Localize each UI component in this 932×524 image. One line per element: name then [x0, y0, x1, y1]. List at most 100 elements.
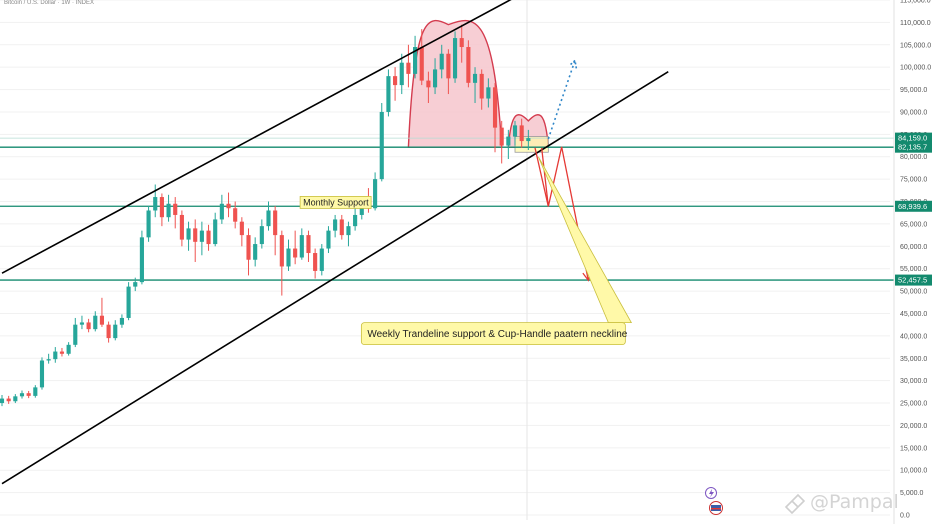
lower-channel[interactable]: [1, 70, 669, 485]
candle-body: [86, 322, 91, 330]
candle-body: [99, 315, 105, 325]
candle-body: [119, 317, 124, 325]
candle-body: [13, 396, 18, 402]
monthly-support-label: Monthly Support: [303, 197, 369, 207]
candle-body: [446, 53, 451, 79]
bearish-projection-path[interactable]: [541, 146, 589, 281]
candle-body: [439, 53, 444, 70]
candle-body: [39, 360, 45, 388]
candle-body: [26, 393, 31, 396]
monthly-support-box[interactable]: [299, 196, 372, 209]
channel-lines: [1, 0, 669, 485]
candle-body: [253, 244, 258, 260]
candle-body: [393, 76, 398, 86]
candle-body: [266, 210, 271, 227]
y-tick-label: 0.0: [900, 513, 910, 520]
candle-body: [53, 351, 58, 360]
grid-lines: [0, 0, 890, 516]
candle-body: [73, 324, 78, 345]
candle-body: [353, 214, 358, 227]
y-tick-label: 65,000.0: [900, 221, 927, 228]
chart-icons: [705, 487, 723, 515]
candle-body: [293, 248, 298, 258]
candle-body: [359, 206, 364, 215]
y-tick-label: 105,000.0: [900, 42, 931, 49]
y-tick-label: 90,000.0: [900, 109, 927, 116]
watermark: @Pampal: [784, 491, 899, 515]
price-tag: [895, 132, 932, 144]
candle-body: [239, 221, 244, 236]
y-tick-label: 5,000.0: [900, 490, 923, 497]
candle-body: [386, 76, 391, 112]
watermark-text: @Pampal: [810, 491, 899, 513]
price-axis[interactable]: 115,000.0 110,000.0 105,000.0 100,000.0 95,0…: [893, 0, 932, 524]
candle-body: [0, 398, 5, 404]
y-tick-label: 25,000.0: [900, 401, 927, 408]
candle-body: [246, 235, 251, 260]
candle-body: [59, 351, 65, 354]
y-tick-label: 115,000.0: [900, 0, 931, 5]
candle-body: [193, 228, 198, 242]
y-tick-label: 30,000.0: [900, 378, 927, 385]
candle-body: [426, 80, 431, 88]
y-tick-label: 55,000.0: [900, 266, 927, 273]
y-tick-label: 75,000.0: [900, 177, 927, 184]
candle-body: [299, 235, 304, 258]
logo-diamond-icon: [784, 493, 806, 515]
callout-box[interactable]: [360, 322, 626, 346]
price-tag-label: 84,159.0: [898, 134, 927, 143]
annotations: Monthly Support Weekly Trandeline support…: [299, 156, 633, 346]
candle-body: [306, 235, 311, 254]
y-tick-label: 10,000.0: [900, 468, 927, 475]
candle-body: [419, 47, 424, 81]
candle-body: [452, 38, 458, 79]
arrow-up-icon: [568, 58, 578, 69]
candle-body: [153, 197, 158, 211]
candle-body: [233, 208, 238, 222]
candle-body: [479, 73, 484, 99]
candle-body: [226, 203, 231, 209]
candle-body: [146, 210, 151, 238]
price-tag-label: 82,135.7: [898, 143, 927, 152]
candle-body: [106, 324, 111, 339]
candle-body: [379, 111, 384, 180]
y-tick-label: 95,000.0: [900, 87, 927, 94]
candle-body: [206, 230, 211, 245]
price-tag-label: 68,939.6: [898, 202, 927, 211]
bearish-projection-branch[interactable]: [534, 147, 549, 207]
candle-body: [46, 359, 51, 361]
candle-body: [313, 253, 318, 271]
candle-body: [66, 344, 71, 354]
upper-channel[interactable]: [1, 0, 535, 274]
candle-body: [399, 62, 404, 86]
candle-body: [486, 87, 491, 99]
candle-body: [406, 62, 411, 74]
candle-body: [499, 127, 504, 146]
candle-body: [186, 228, 191, 240]
y-tick-label: 45,000.0: [900, 311, 927, 318]
candle-body: [179, 214, 184, 240]
candle-body: [459, 38, 464, 48]
candle-body: [126, 286, 131, 318]
candle-body: [79, 322, 85, 325]
price-tag: [895, 141, 932, 153]
candle-body: [199, 230, 204, 242]
y-tick-label: 80,000.0: [900, 154, 927, 161]
candle-body: [319, 248, 324, 271]
callout-text: Weekly Trandeline support & Cup-Handle p…: [367, 329, 627, 340]
candle-body: [472, 73, 478, 83]
candle-body: [173, 203, 178, 215]
cup-handle-pattern: [407, 19, 550, 153]
candlestick-series: [0, 24, 531, 407]
candle-body: [326, 230, 331, 249]
candle-body: [93, 315, 98, 330]
candle-body: [373, 179, 378, 209]
candle-body: [139, 237, 144, 283]
callout-pointer: [537, 156, 633, 324]
candle-body: [33, 387, 38, 396]
candle-body: [492, 87, 498, 128]
bullish-projection-path[interactable]: [547, 60, 576, 140]
price-tag-label: 52,457.5: [898, 276, 927, 285]
flag-stripe: [711, 508, 721, 510]
